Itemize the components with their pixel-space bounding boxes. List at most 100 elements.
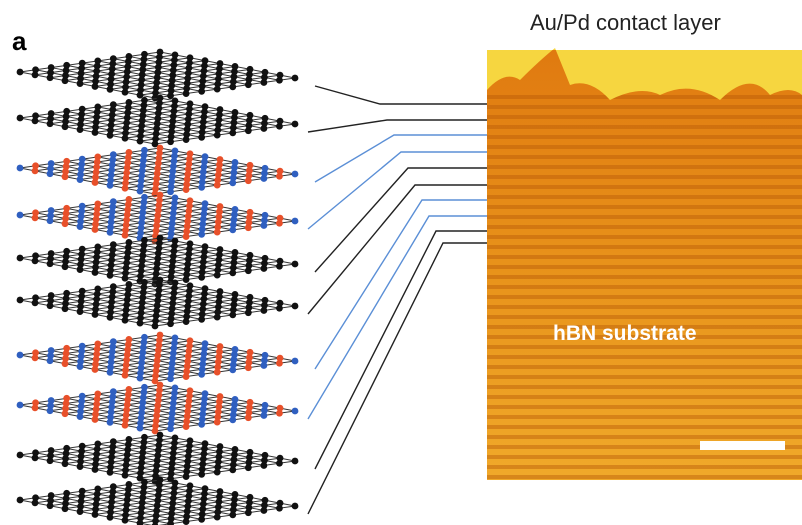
- fringe: [487, 165, 802, 169]
- atom: [232, 159, 239, 166]
- atom: [187, 240, 194, 247]
- layer: [17, 332, 299, 385]
- atom: [79, 60, 86, 67]
- atom: [217, 288, 224, 295]
- fringe: [487, 115, 802, 119]
- atom: [172, 479, 179, 486]
- leader-line: [315, 86, 487, 104]
- atom: [32, 112, 39, 119]
- atom: [141, 194, 148, 201]
- atom: [63, 158, 70, 165]
- atom: [187, 337, 194, 344]
- atom: [110, 338, 117, 345]
- atom: [48, 492, 55, 499]
- contact-layer-label: Au/Pd contact layer: [530, 10, 721, 35]
- fringe: [487, 385, 802, 389]
- atom: [94, 440, 101, 447]
- fringe: [487, 435, 802, 439]
- atom: [262, 352, 269, 359]
- atom: [202, 485, 209, 492]
- fringe: [487, 185, 802, 189]
- figure-canvas: a Au/Pd contact layer hBN substrate: [0, 0, 802, 525]
- atom: [110, 241, 117, 248]
- atom: [125, 149, 132, 156]
- atom: [232, 249, 239, 256]
- fringe: [487, 275, 802, 279]
- atom: [32, 294, 39, 301]
- atom: [63, 248, 70, 255]
- atom: [48, 397, 55, 404]
- atom: [217, 60, 224, 67]
- atom: [79, 106, 86, 113]
- atom: [48, 64, 55, 71]
- substrate-label: hBN substrate: [553, 322, 697, 345]
- atom: [141, 479, 148, 486]
- fringe: [487, 365, 802, 369]
- atom: [172, 51, 179, 58]
- atom: [141, 334, 148, 341]
- fringe: [487, 415, 802, 419]
- atom: [110, 483, 117, 490]
- fringe: [487, 345, 802, 349]
- fringe: [487, 455, 802, 459]
- atom: [125, 386, 132, 393]
- atom: [262, 115, 269, 122]
- atom: [202, 340, 209, 347]
- layer: [17, 145, 299, 198]
- atom: [217, 393, 224, 400]
- atom: [125, 336, 132, 343]
- atom: [125, 436, 132, 443]
- atom: [110, 283, 117, 290]
- atom: [17, 297, 24, 304]
- atom: [157, 235, 164, 242]
- atom: [32, 162, 39, 169]
- atom: [141, 147, 148, 154]
- fringe: [487, 225, 802, 229]
- atom: [157, 477, 164, 484]
- atom: [202, 243, 209, 250]
- atom: [247, 209, 254, 216]
- fringe: [487, 145, 802, 149]
- atom: [110, 101, 117, 108]
- leader-line: [308, 120, 487, 132]
- fringe: [487, 235, 802, 239]
- atom: [157, 332, 164, 339]
- atom: [110, 55, 117, 62]
- atom: [292, 303, 299, 310]
- fringe: [487, 475, 802, 479]
- atom: [232, 291, 239, 298]
- atom: [187, 437, 194, 444]
- atom: [157, 432, 164, 439]
- atom: [217, 443, 224, 450]
- fringe: [487, 135, 802, 139]
- atom: [94, 243, 101, 250]
- fringe: [487, 425, 802, 429]
- atom: [292, 75, 299, 82]
- fringe: [487, 265, 802, 269]
- atom: [277, 118, 284, 125]
- atom: [277, 215, 284, 222]
- atom: [17, 255, 24, 262]
- leader-line: [308, 152, 487, 229]
- atom: [247, 399, 254, 406]
- atom: [217, 156, 224, 163]
- atom: [277, 258, 284, 265]
- atom: [63, 345, 70, 352]
- atom: [141, 237, 148, 244]
- atom: [292, 121, 299, 128]
- fringe: [487, 295, 802, 299]
- leader-lines: [308, 86, 487, 514]
- atom: [157, 49, 164, 56]
- fringe: [487, 125, 802, 129]
- atom: [262, 452, 269, 459]
- atom: [94, 390, 101, 397]
- atom: [110, 198, 117, 205]
- atom: [277, 300, 284, 307]
- atom: [94, 285, 101, 292]
- atom: [202, 153, 209, 160]
- atom: [277, 72, 284, 79]
- leader-line: [308, 243, 487, 514]
- atom: [141, 51, 148, 58]
- atom: [232, 346, 239, 353]
- atom: [94, 200, 101, 207]
